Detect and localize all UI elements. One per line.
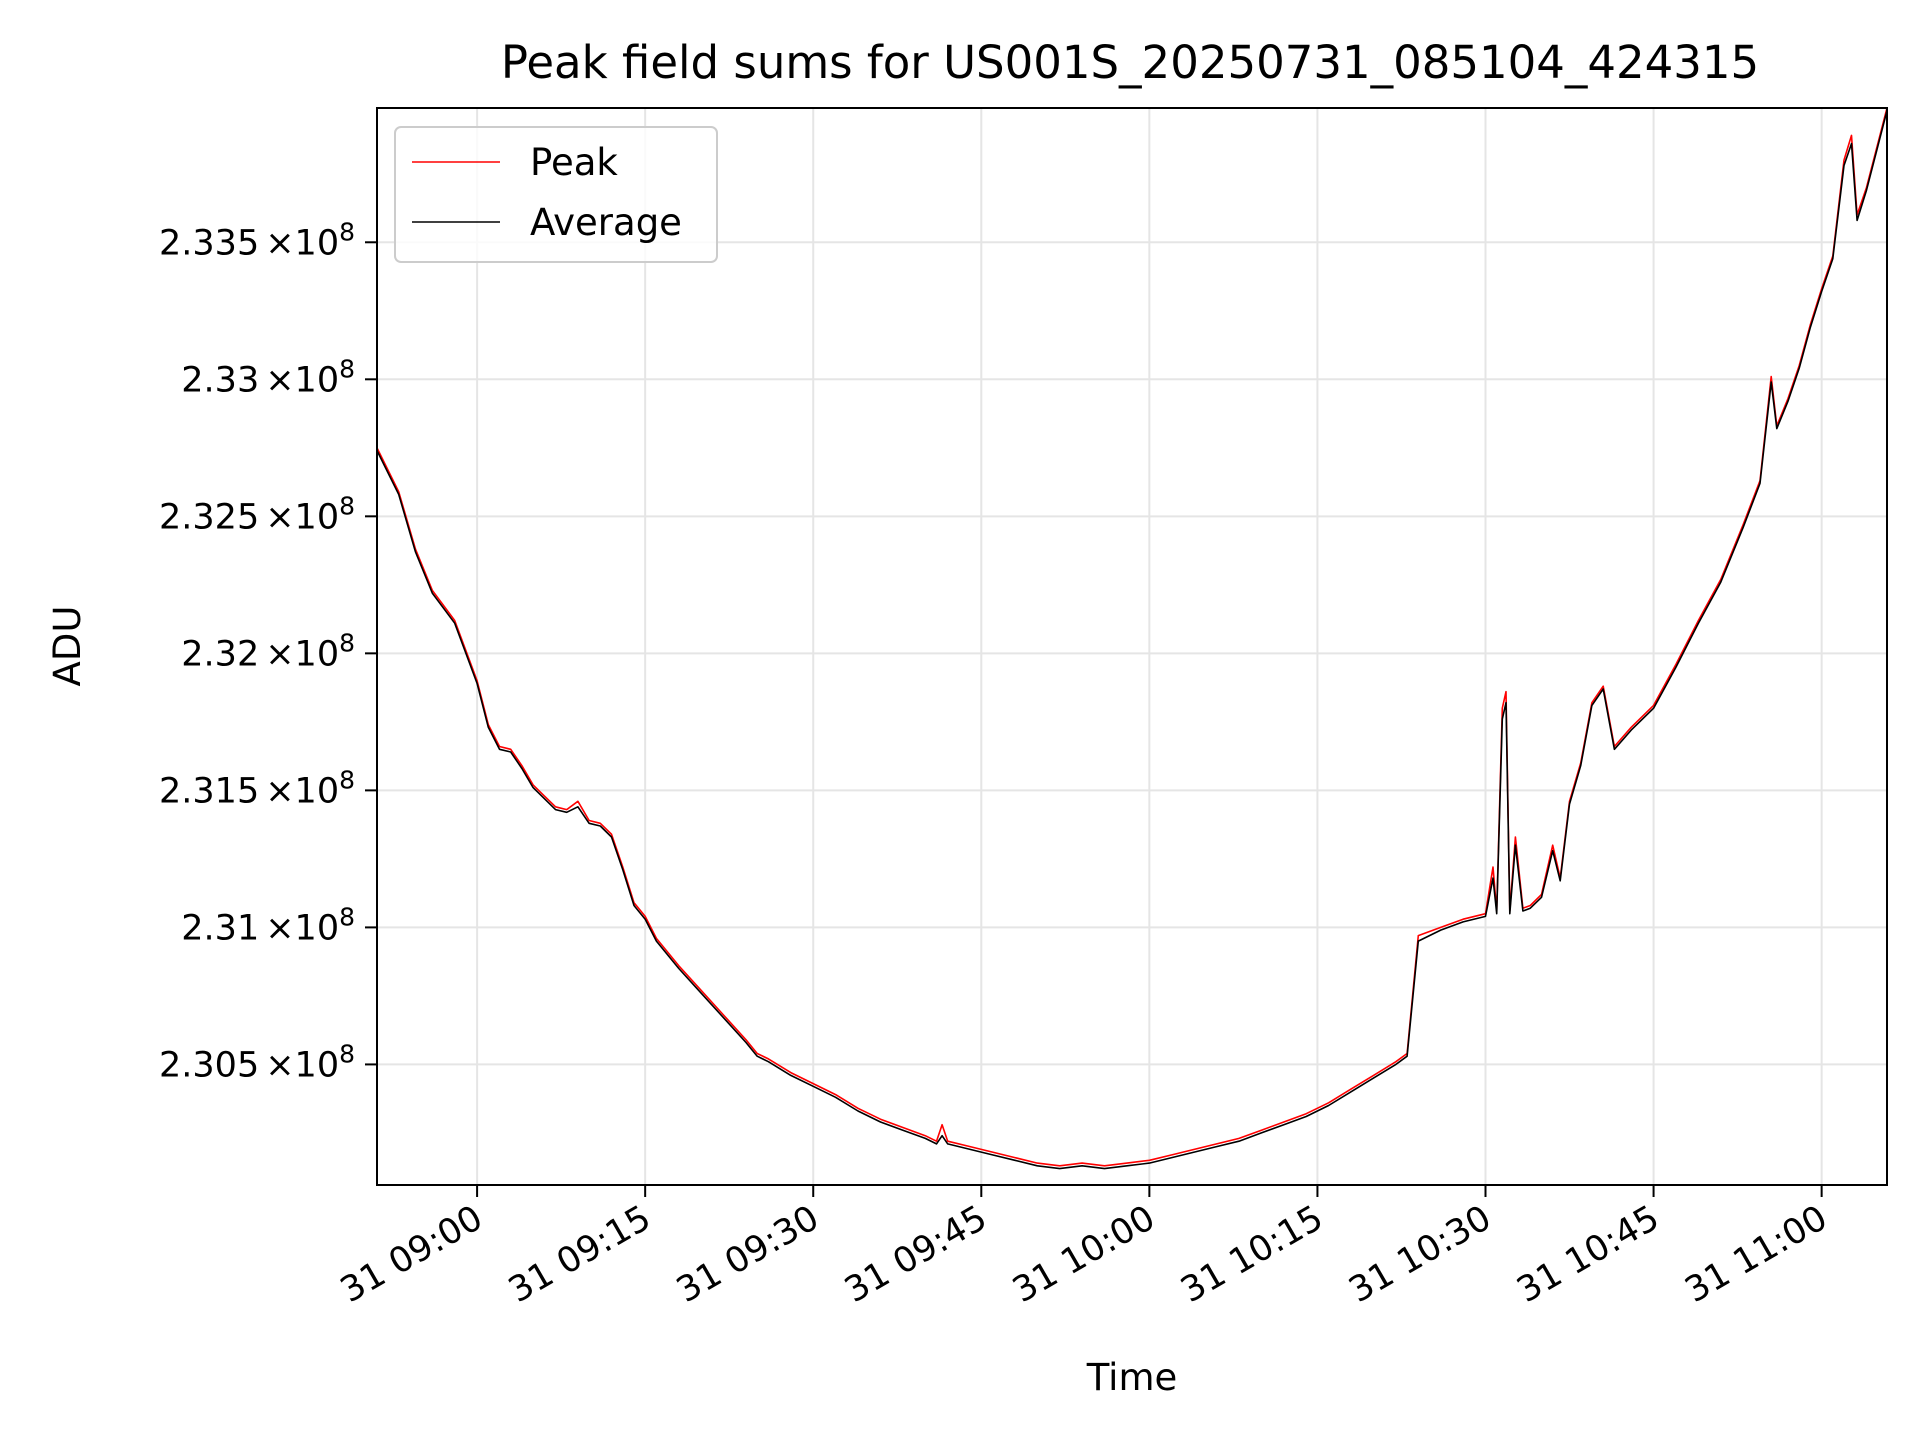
y-tick-exponent: 8 — [339, 1039, 355, 1068]
y-tick-part: 10 — [295, 908, 340, 948]
y-tick-label: 2.305 ×108 — [159, 1039, 355, 1085]
y-tick-part: 10 — [295, 634, 340, 674]
y-tick-label: 2.315 ×108 — [159, 765, 355, 811]
y-tick-part: 10 — [295, 360, 340, 400]
y-tick-label: 2.325 ×108 — [159, 491, 355, 537]
y-tick-exponent: 8 — [339, 354, 355, 383]
y-tick-part: × — [265, 360, 294, 400]
legend-label-peak: Peak — [530, 141, 618, 184]
y-tick-part: × — [265, 223, 294, 263]
y-axis-label: ADU — [46, 606, 89, 687]
y-tick-part: × — [265, 634, 294, 674]
y-tick-part: 2.335 — [159, 223, 259, 263]
y-tick-part: × — [265, 497, 294, 537]
y-tick-exponent: 8 — [339, 902, 355, 931]
x-axis-label: Time — [1086, 1356, 1178, 1399]
y-tick-label: 2.33 ×108 — [181, 354, 355, 400]
y-tick-part: 2.305 — [159, 1045, 259, 1085]
legend: Peak Average — [394, 126, 718, 263]
legend-label-average: Average — [530, 201, 682, 244]
series-line-peak — [376, 107, 1888, 1167]
y-tick-part: × — [265, 908, 294, 948]
y-tick-exponent: 8 — [339, 491, 355, 520]
y-tick-part: 2.33 — [181, 360, 259, 400]
y-tick-part: × — [265, 1045, 294, 1085]
y-tick-part: × — [265, 771, 294, 811]
y-tick-part: 10 — [295, 771, 340, 811]
y-tick-part: 10 — [295, 1045, 340, 1085]
y-tick-exponent: 8 — [339, 765, 355, 794]
y-tick-exponent: 8 — [339, 628, 355, 657]
legend-box — [394, 126, 718, 263]
y-tick-part: 2.32 — [181, 634, 259, 674]
y-tick-part: 10 — [295, 497, 340, 537]
y-tick-label: 2.335 ×108 — [159, 217, 355, 263]
y-tick-part: 2.315 — [159, 771, 259, 811]
y-tick-part: 2.325 — [159, 497, 259, 537]
plot-frame — [376, 107, 1888, 1186]
y-tick-label: 2.31 ×108 — [181, 902, 355, 948]
y-tick-exponent: 8 — [339, 217, 355, 246]
plot-lines — [376, 107, 1888, 1170]
y-tick-part: 2.31 — [181, 908, 259, 948]
series-line-average — [376, 110, 1888, 1170]
chart-title: Peak field sums for US001S_20250731_0851… — [501, 36, 1759, 89]
y-tick-label: 2.32 ×108 — [181, 628, 355, 674]
y-tick-part: 10 — [295, 223, 340, 263]
